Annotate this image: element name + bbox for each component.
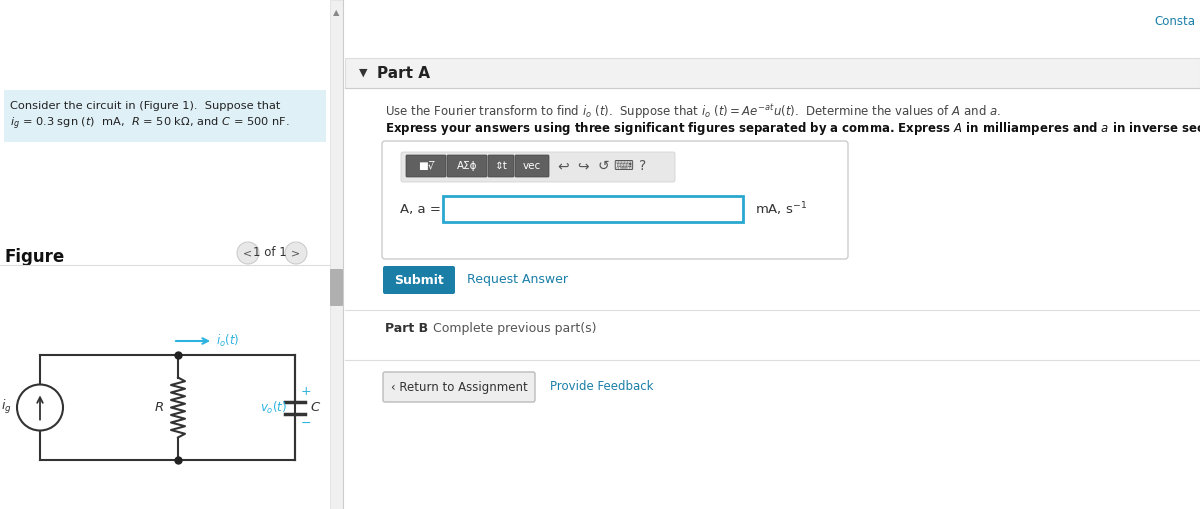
FancyBboxPatch shape: [0, 0, 330, 509]
Text: +: +: [301, 385, 312, 398]
FancyBboxPatch shape: [443, 196, 743, 222]
Text: Figure: Figure: [5, 248, 65, 266]
Text: Express your answers using three significant figures separated by a comma. Expre: Express your answers using three signifi…: [385, 120, 1200, 137]
Text: −: −: [301, 417, 312, 430]
FancyBboxPatch shape: [330, 0, 343, 509]
FancyBboxPatch shape: [330, 269, 343, 306]
Text: Request Answer: Request Answer: [467, 273, 568, 287]
Text: 1 of 1: 1 of 1: [253, 246, 287, 260]
FancyBboxPatch shape: [406, 155, 446, 177]
Text: ⌨: ⌨: [613, 159, 634, 173]
Text: Complete previous part(s): Complete previous part(s): [433, 322, 596, 335]
FancyBboxPatch shape: [4, 90, 326, 142]
FancyBboxPatch shape: [446, 155, 487, 177]
Text: ↩: ↩: [557, 159, 569, 173]
FancyBboxPatch shape: [488, 155, 514, 177]
FancyBboxPatch shape: [383, 372, 535, 402]
FancyBboxPatch shape: [346, 58, 1200, 88]
Text: <: <: [244, 248, 253, 258]
Text: A, a =: A, a =: [400, 203, 440, 215]
Text: ?: ?: [640, 159, 647, 173]
Text: ⇕t: ⇕t: [494, 161, 508, 171]
Circle shape: [286, 242, 307, 264]
Text: mA, s$^{-1}$: mA, s$^{-1}$: [755, 200, 808, 218]
Text: Part B: Part B: [385, 322, 428, 335]
Circle shape: [17, 384, 64, 431]
Text: ↺: ↺: [598, 159, 608, 173]
Text: ▲: ▲: [334, 8, 340, 17]
Text: $i_g$: $i_g$: [1, 399, 12, 416]
FancyBboxPatch shape: [382, 141, 848, 259]
Text: Use the Fourier transform to find $i_o$ $(t)$.  Suppose that $i_o$ $(t) = Ae^{-a: Use the Fourier transform to find $i_o$ …: [385, 102, 1001, 121]
Text: ▼: ▼: [359, 68, 367, 78]
FancyBboxPatch shape: [401, 152, 674, 182]
Text: vec: vec: [523, 161, 541, 171]
Text: ↪: ↪: [577, 159, 589, 173]
Text: $i_g$ = 0.3 sgn $(t)$  mA,  $R$ = 50 k$\Omega$, and $C$ = 500 nF.: $i_g$ = 0.3 sgn $(t)$ mA, $R$ = 50 k$\Om…: [10, 116, 289, 132]
Circle shape: [238, 242, 259, 264]
Text: Consta: Consta: [1154, 15, 1195, 28]
Text: $R$: $R$: [154, 401, 164, 414]
FancyBboxPatch shape: [383, 266, 455, 294]
Text: Consider the circuit in (Figure 1).  Suppose that: Consider the circuit in (Figure 1). Supp…: [10, 101, 281, 111]
Text: Submit: Submit: [394, 273, 444, 287]
Text: $v_o(t)$: $v_o(t)$: [260, 400, 287, 415]
Text: AΣϕ: AΣϕ: [457, 161, 478, 171]
Text: Part A: Part A: [377, 66, 430, 80]
Text: >: >: [292, 248, 301, 258]
Text: $i_o(t)$: $i_o(t)$: [216, 333, 240, 349]
Text: $C$: $C$: [310, 401, 322, 414]
Text: ■√̅: ■√̅: [418, 161, 434, 171]
Text: ‹ Return to Assignment: ‹ Return to Assignment: [391, 381, 527, 393]
Text: Provide Feedback: Provide Feedback: [550, 381, 654, 393]
FancyBboxPatch shape: [515, 155, 550, 177]
